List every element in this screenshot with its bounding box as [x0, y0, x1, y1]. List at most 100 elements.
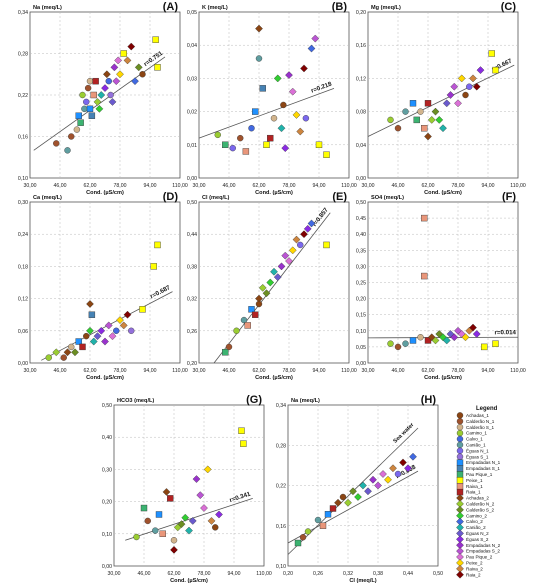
data-point — [323, 241, 330, 249]
data-point — [476, 66, 485, 74]
legend-item: Empadadas N_1 — [456, 459, 501, 466]
legend-label: Éguas N_1 — [466, 447, 489, 453]
x-tick-label: 110,00 — [256, 571, 272, 577]
legend-label: Calvo_1 — [466, 437, 483, 442]
legend-label: Pau Pique_2 — [466, 555, 493, 560]
data-point — [207, 517, 216, 525]
data-point — [402, 340, 409, 347]
y-tick-label: 0,16 — [356, 43, 366, 49]
x-tick-label: 78,00 — [283, 368, 296, 374]
data-point — [154, 241, 161, 249]
x-tick-label: 46,00 — [54, 368, 67, 374]
x-axis-label: Cond. (µS/cm) — [255, 375, 293, 381]
data-point — [68, 133, 75, 140]
data-point — [97, 326, 106, 335]
trend-line — [367, 64, 515, 137]
data-point — [285, 257, 293, 265]
y-tick-label: 0,10 — [102, 532, 112, 538]
data-point — [159, 530, 166, 537]
panel-H: 0,20 0,26 0,32 0,38 0,44 0,50 0,10 0,16 0,22 0,28… — [276, 394, 443, 583]
x-tick-label: 0,20 — [283, 571, 293, 577]
data-point — [267, 134, 274, 142]
data-point — [431, 336, 440, 345]
x-tick-label: 30,00 — [362, 368, 375, 374]
y-tick-label: 0,20 — [356, 297, 366, 303]
data-point — [110, 63, 119, 72]
data-point — [154, 64, 161, 71]
y-axis-label: HCO3 (meq/L) — [117, 398, 154, 404]
legend-item: Pau Pique_1 — [456, 471, 493, 478]
data-point — [488, 50, 495, 57]
legend-item: Calvo_1 — [456, 435, 483, 443]
data-point — [107, 91, 114, 99]
data-point — [93, 98, 102, 106]
y-tick-label: 0,34 — [18, 10, 28, 16]
legend-item: Calderão N_1 — [456, 418, 495, 425]
data-point — [167, 495, 174, 502]
data-point — [399, 458, 407, 467]
legend-label: Camino_2 — [466, 513, 487, 518]
data-point — [119, 321, 128, 330]
data-point — [394, 124, 402, 132]
data-point — [214, 131, 221, 139]
x-tick-label: 110,00 — [172, 183, 188, 189]
plot-frame — [29, 201, 181, 364]
data-point — [442, 99, 451, 108]
data-point — [387, 340, 394, 347]
panel-A: 30,00 46,00 62,00 78,00 94,00 110,00 0,10 0,16 0… — [18, 1, 188, 196]
y-tick-label: 0,00 — [187, 176, 197, 182]
trend-line — [125, 497, 253, 541]
y-tick-label: 0,12 — [18, 297, 28, 303]
y-tick-label: 0,10 — [276, 564, 286, 570]
data-point — [150, 263, 157, 270]
y-tick-label: 0,34 — [276, 403, 286, 409]
legend-marker — [456, 477, 464, 484]
data-point — [446, 91, 455, 99]
legend-label: Achadas_1 — [466, 413, 489, 418]
data-point — [319, 522, 327, 529]
data-point — [177, 520, 186, 529]
legend-label: Calderão S_1 — [466, 425, 495, 430]
y-tick-label: 0,10 — [18, 176, 28, 182]
y-axis-label: Ca (meq/L) — [33, 195, 62, 201]
y-tick-label: 0,01 — [187, 143, 197, 149]
y-tick-label: 0,00 — [356, 176, 366, 182]
data-point — [263, 141, 270, 149]
data-point — [409, 337, 417, 344]
panel-label: (B) — [332, 1, 348, 13]
panel-label: (H) — [421, 394, 437, 406]
x-tick-label: 30,00 — [24, 368, 37, 374]
data-point — [84, 84, 92, 92]
panel-B: 30,00 46,00 62,00 78,00 94,00 110,00 0,00 0,01 0… — [187, 1, 357, 196]
data-point — [88, 311, 96, 318]
data-point — [75, 112, 82, 119]
data-point — [113, 327, 120, 334]
data-point — [252, 108, 259, 115]
y-tick-label: 0,03 — [187, 76, 197, 82]
y-tick-label: 0,32 — [187, 297, 197, 303]
legend-marker — [456, 424, 464, 431]
data-point — [285, 71, 293, 79]
y-tick-label: 0,00 — [356, 361, 366, 367]
data-point — [73, 126, 81, 133]
y-tick-label: 0,00 — [18, 361, 28, 367]
data-point — [162, 488, 171, 496]
data-point — [120, 50, 127, 57]
data-point — [144, 517, 151, 525]
data-point — [244, 322, 251, 329]
legend-item: Raia_2 — [456, 570, 481, 579]
data-point — [277, 124, 286, 133]
x-tick-label: 30,00 — [193, 368, 206, 374]
x-tick-label: 0,50 — [433, 571, 443, 577]
trend-line — [198, 87, 335, 139]
panel-label: (C) — [501, 1, 517, 13]
x-tick-label: 78,00 — [114, 183, 127, 189]
data-point — [280, 101, 287, 109]
data-point — [421, 272, 428, 280]
y-axis-label: Mg (meq/L) — [371, 5, 401, 11]
panel-label: (D) — [163, 191, 179, 203]
legend-item: Empadadas S_1 — [456, 465, 500, 472]
data-point — [134, 63, 143, 72]
legend-label: Camino_1 — [466, 431, 487, 436]
